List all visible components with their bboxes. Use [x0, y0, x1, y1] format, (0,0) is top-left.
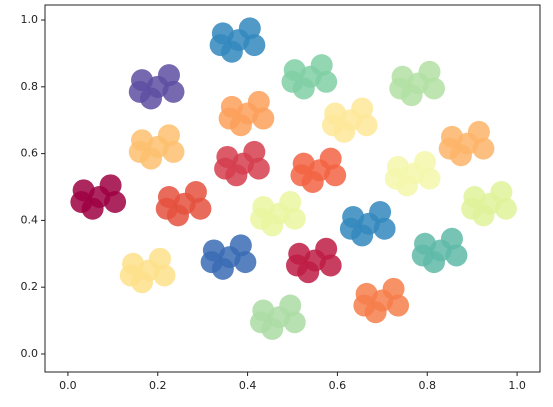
scatter-point	[319, 147, 342, 170]
scatter-point	[189, 197, 212, 220]
y-tick-label: 0.6	[21, 147, 39, 160]
scatter-point	[218, 107, 241, 130]
scatter-point	[162, 140, 185, 163]
scatter-point	[153, 264, 176, 287]
scatter-point	[461, 197, 484, 220]
scatter-point	[162, 80, 185, 103]
scatter-point	[157, 124, 180, 147]
scatter-point	[70, 191, 93, 214]
scatter-point	[214, 157, 237, 180]
scatter-point	[382, 277, 405, 300]
scatter-point	[384, 167, 407, 190]
x-tick-label: 1.0	[508, 379, 526, 392]
scatter-point	[238, 17, 261, 40]
scatter-point	[157, 64, 180, 87]
scatter-point	[351, 97, 374, 120]
scatter-point	[467, 120, 490, 143]
scatter-point	[315, 70, 338, 93]
scatter-point	[247, 157, 270, 180]
scatter-point	[319, 254, 342, 277]
scatter-point	[490, 181, 513, 204]
scatter-point	[119, 264, 142, 287]
scatter-point	[494, 197, 517, 220]
y-tick-label: 0.2	[21, 280, 39, 293]
scatter-point	[243, 140, 266, 163]
scatter-point	[128, 80, 151, 103]
scatter-point	[315, 237, 338, 260]
scatter-point	[321, 114, 344, 137]
x-tick-label: 0.0	[59, 379, 77, 392]
scatter-point	[324, 164, 347, 187]
x-tick-label: 0.8	[419, 379, 437, 392]
scatter-point	[104, 191, 127, 214]
scatter-point	[472, 137, 495, 160]
scatter-point	[369, 201, 392, 224]
scatter-point	[445, 244, 468, 267]
scatter-point	[250, 207, 273, 230]
scatter-point	[339, 217, 362, 240]
x-tick-label: 0.4	[239, 379, 257, 392]
scatter-point	[281, 70, 304, 93]
scatter-point	[411, 244, 434, 267]
y-tick-label: 1.0	[21, 13, 39, 26]
scatter-point	[422, 77, 445, 100]
scatter-point	[243, 34, 266, 57]
x-tick-label: 0.2	[149, 379, 167, 392]
scatter-point	[148, 247, 171, 270]
scatter-point	[283, 311, 306, 334]
y-tick-label: 0.8	[21, 80, 39, 93]
scatter-point	[247, 90, 270, 113]
scatter-point	[99, 174, 122, 197]
scatter-point	[353, 294, 376, 317]
scatter-point	[438, 137, 461, 160]
scatter-point	[355, 114, 378, 137]
scatter-point	[184, 181, 207, 204]
scatter-point	[310, 54, 333, 77]
scatter-point	[155, 197, 178, 220]
scatter-point	[252, 107, 275, 130]
scatter-point	[389, 77, 412, 100]
scatter-point	[279, 294, 302, 317]
x-tick-label: 0.6	[329, 379, 347, 392]
scatter-point	[209, 34, 232, 57]
scatter-point	[128, 140, 151, 163]
scatter-point	[414, 150, 437, 173]
scatter-point	[250, 311, 273, 334]
scatter-point	[285, 254, 308, 277]
scatter-point	[290, 164, 313, 187]
scatter-point	[283, 207, 306, 230]
scatter-point	[440, 227, 463, 250]
scatter-point	[418, 167, 441, 190]
scatter-point	[200, 251, 223, 274]
scatter-point	[387, 294, 410, 317]
scatter-point	[234, 251, 257, 274]
axes-frame	[44, 4, 541, 373]
y-tick-label: 0.4	[21, 213, 39, 226]
scatter-point	[373, 217, 396, 240]
scatter-point	[279, 191, 302, 214]
scatter-point	[229, 234, 252, 257]
scatter-point	[418, 60, 441, 83]
y-tick-label: 0.0	[21, 347, 39, 360]
